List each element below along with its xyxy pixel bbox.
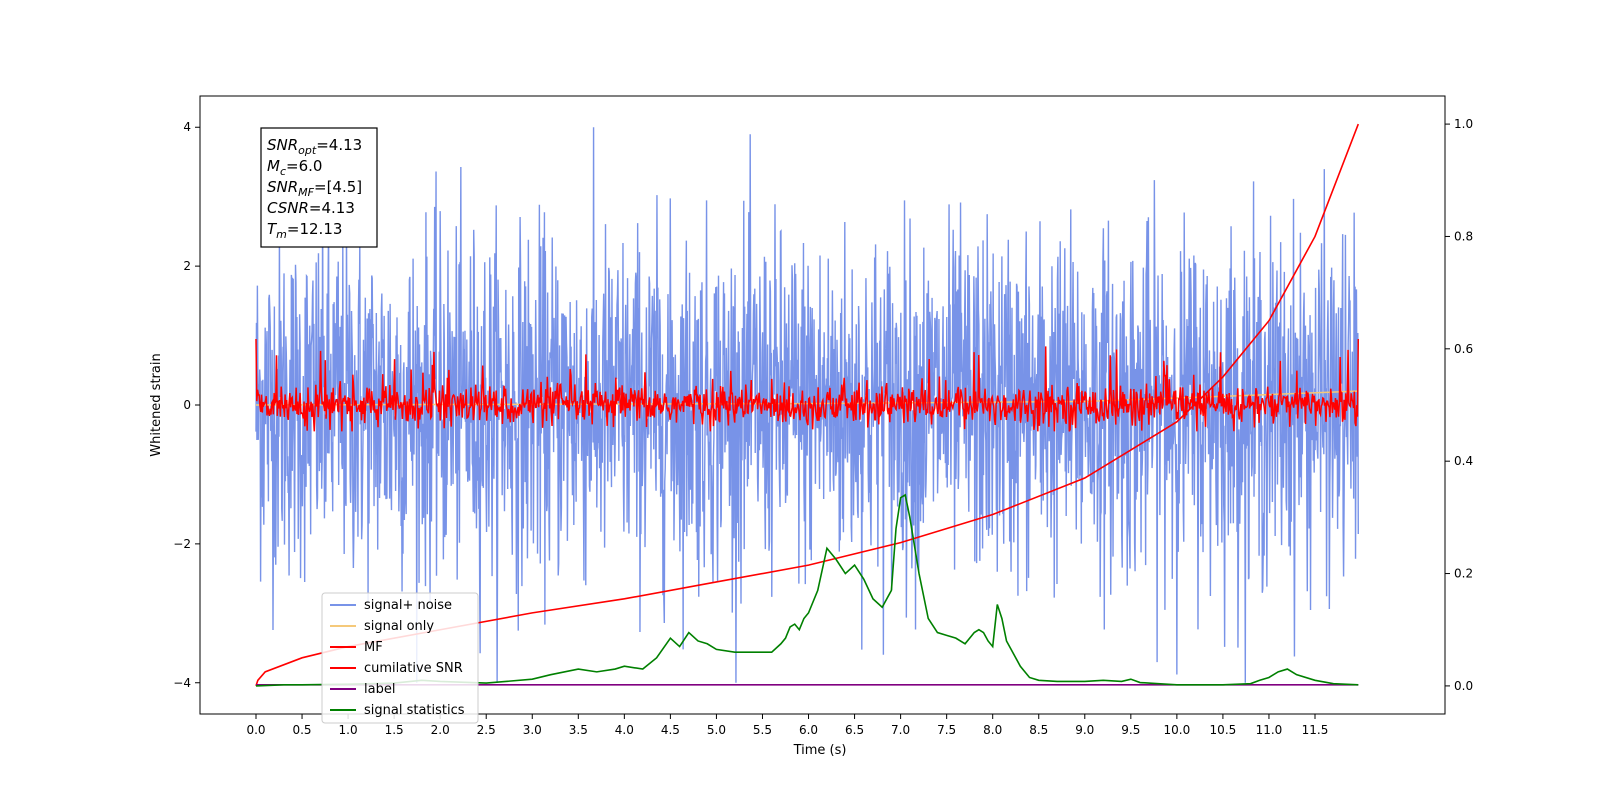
x-tick-label: 5.0 [707, 723, 726, 737]
y2-tick-label: 1.0 [1454, 117, 1473, 131]
y2-tick-label: 0.2 [1454, 567, 1473, 581]
x-tick-label: 0.0 [246, 723, 265, 737]
legend-label: MF [364, 640, 383, 655]
x-tick-label: 8.5 [1029, 723, 1048, 737]
x-tick-label: 9.5 [1121, 723, 1140, 737]
annotation-line: SNRMF=[4.5] [267, 178, 362, 199]
annotation-box-frame [260, 127, 378, 248]
y2-tick-label: 0.6 [1454, 342, 1473, 356]
x-tick-label: 4.5 [661, 723, 680, 737]
x-tick-label: 10.5 [1210, 723, 1237, 737]
x-tick-label: 7.5 [937, 723, 956, 737]
x-tick-label: 11.0 [1256, 723, 1283, 737]
y-tick-label: −4 [173, 676, 191, 690]
legend-label: signal+ noise [364, 598, 452, 613]
annotation-line: Mc=6.0 [267, 157, 322, 178]
legend: signal+ noise signal only MF cumilative SNR… [321, 592, 479, 724]
annotation-line: CSNR=4.13 [267, 199, 355, 217]
annotation-line: SNRopt=4.13 [267, 136, 362, 157]
x-tick-label: 1.5 [385, 723, 404, 737]
series-cumilative-snr-line [255, 123, 1360, 687]
axis-ticks-layer: 0.0 0.5 1.0 1.5 2.0 2.5 3.0 3.5 4.0 4.5 5.0 5.5 6.0 6… [173, 117, 1473, 737]
y2-tick-label: 0.8 [1454, 229, 1473, 243]
x-tick-label: 11.5 [1302, 723, 1329, 737]
legend-label: cumilative SNR [364, 661, 463, 676]
x-tick-label: 9.0 [1075, 723, 1094, 737]
x-tick-label: 2.5 [477, 723, 496, 737]
y2-tick-label: 0.0 [1454, 679, 1473, 693]
x-tick-label: 2.0 [431, 723, 450, 737]
x-tick-label: 8.0 [983, 723, 1002, 737]
x-tick-label: 5.5 [753, 723, 772, 737]
x-tick-label: 6.5 [845, 723, 864, 737]
y-tick-label: 4 [183, 120, 191, 134]
annotation-line: Tm=12.13 [267, 220, 342, 241]
x-tick-label: 3.5 [569, 723, 588, 737]
y-tick-label: 2 [183, 259, 191, 273]
y2-tick-label: 0.4 [1454, 454, 1473, 468]
series-signal-statistics-line [255, 493, 1359, 687]
legend-frame [321, 592, 479, 724]
series-mf-line [255, 339, 1360, 432]
x-tick-label: 1.0 [339, 723, 358, 737]
x-tick-label: 7.0 [891, 723, 910, 737]
x-axis-label: Time (s) [793, 743, 847, 758]
legend-label: signal only [364, 619, 434, 634]
x-tick-label: 0.5 [292, 723, 311, 737]
y-axis-label: Whitened strain [149, 353, 164, 456]
legend-label: label [364, 682, 395, 697]
x-tick-label: 10.0 [1164, 723, 1191, 737]
y-tick-label: 0 [183, 398, 191, 412]
legend-label: signal statistics [364, 703, 465, 718]
y-tick-label: −2 [173, 537, 191, 551]
x-tick-label: 4.0 [615, 723, 634, 737]
x-tick-label: 3.0 [523, 723, 542, 737]
x-tick-label: 6.0 [799, 723, 818, 737]
